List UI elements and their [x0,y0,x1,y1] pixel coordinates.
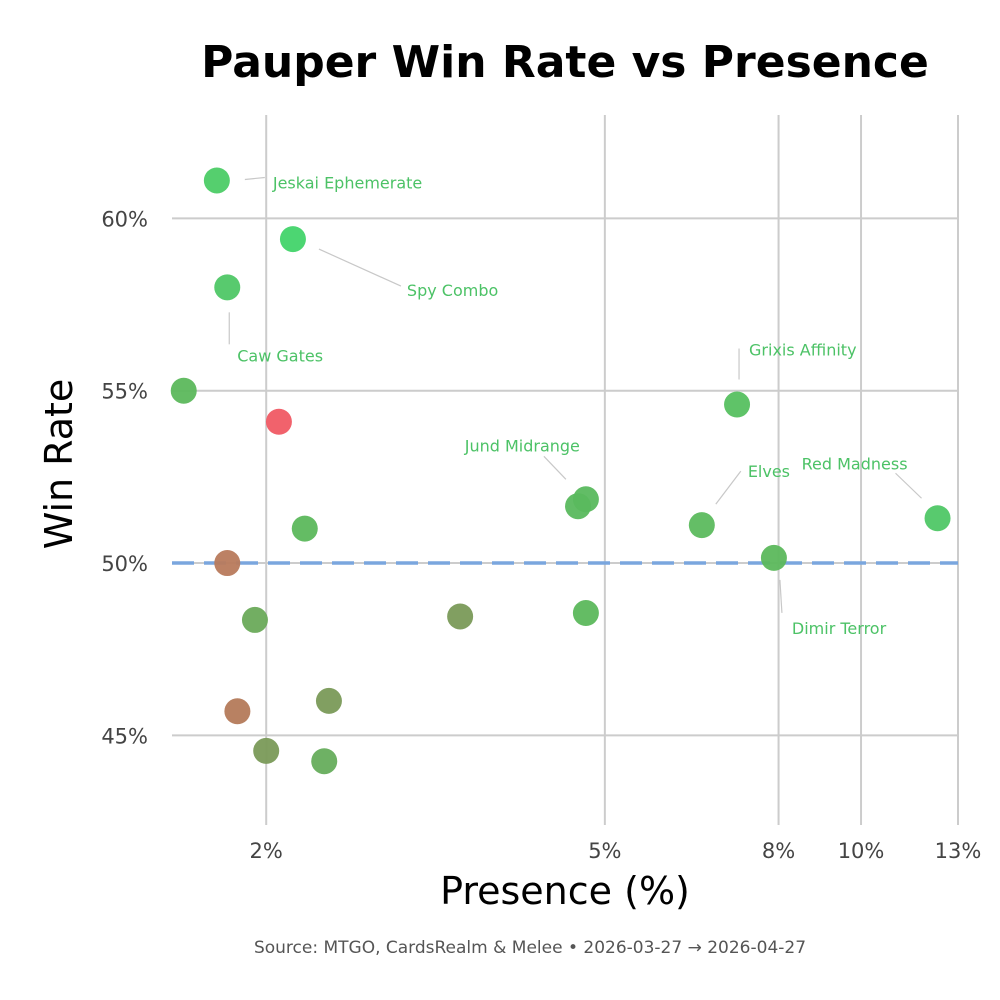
x-tick-label: 2% [250,839,283,863]
x-tick-label: 8% [762,839,795,863]
y-axis-title: Win Rate [37,379,81,550]
data-point [924,505,951,532]
point-label: Jund Midrange [464,436,580,455]
point-label: Dimir Terror [792,619,887,638]
label-leader [244,176,265,181]
data-point [170,377,197,404]
point-label: Caw Gates [237,346,323,365]
data-point [291,515,318,542]
data-point [565,493,592,520]
label-leader [895,472,922,499]
data-point [203,167,230,194]
x-axis-title: Presence (%) [440,869,690,913]
data-point [311,748,338,775]
x-tick-label: 13% [935,839,982,863]
y-tick-label: 50% [101,552,148,576]
data-point [572,600,599,627]
label-leader [715,470,742,505]
point-label: Elves [748,462,790,481]
x-tick-label: 10% [838,839,885,863]
x-tick-label: 5% [588,839,621,863]
point-label: Spy Combo [407,281,498,300]
data-point [760,544,787,571]
data-point [688,512,715,539]
point-label: Red Madness [802,454,908,473]
label-leader [779,579,783,613]
data-point [214,274,241,301]
label-leader [543,455,567,480]
data-point [241,606,268,633]
y-tick-labels: 45% 50% 55% 60% [101,207,148,748]
label-leader [318,248,402,287]
point-label: Jeskai Ephemerate [272,173,422,192]
data-point [224,698,251,725]
chart-title: Pauper Win Rate vs Presence [201,37,929,88]
data-point [315,687,342,714]
label-leaders [228,176,922,613]
data-point [214,550,241,577]
y-tick-label: 45% [101,724,148,748]
data-point [279,226,306,253]
y-tick-label: 60% [101,207,148,231]
point-labels: Jeskai Ephemerate Spy Combo Caw Gates Grixi… [237,173,907,637]
data-point [447,603,474,630]
y-tick-label: 55% [101,380,148,404]
points [170,167,951,775]
x-tick-labels: 2% 5% 8% 10% 13% [250,839,982,863]
data-point [253,737,280,764]
data-point [724,391,751,418]
point-label: Grixis Affinity [749,341,857,360]
source-caption: Source: MTGO, CardsRealm & Melee • 2026-… [254,938,806,958]
data-point [265,408,292,435]
